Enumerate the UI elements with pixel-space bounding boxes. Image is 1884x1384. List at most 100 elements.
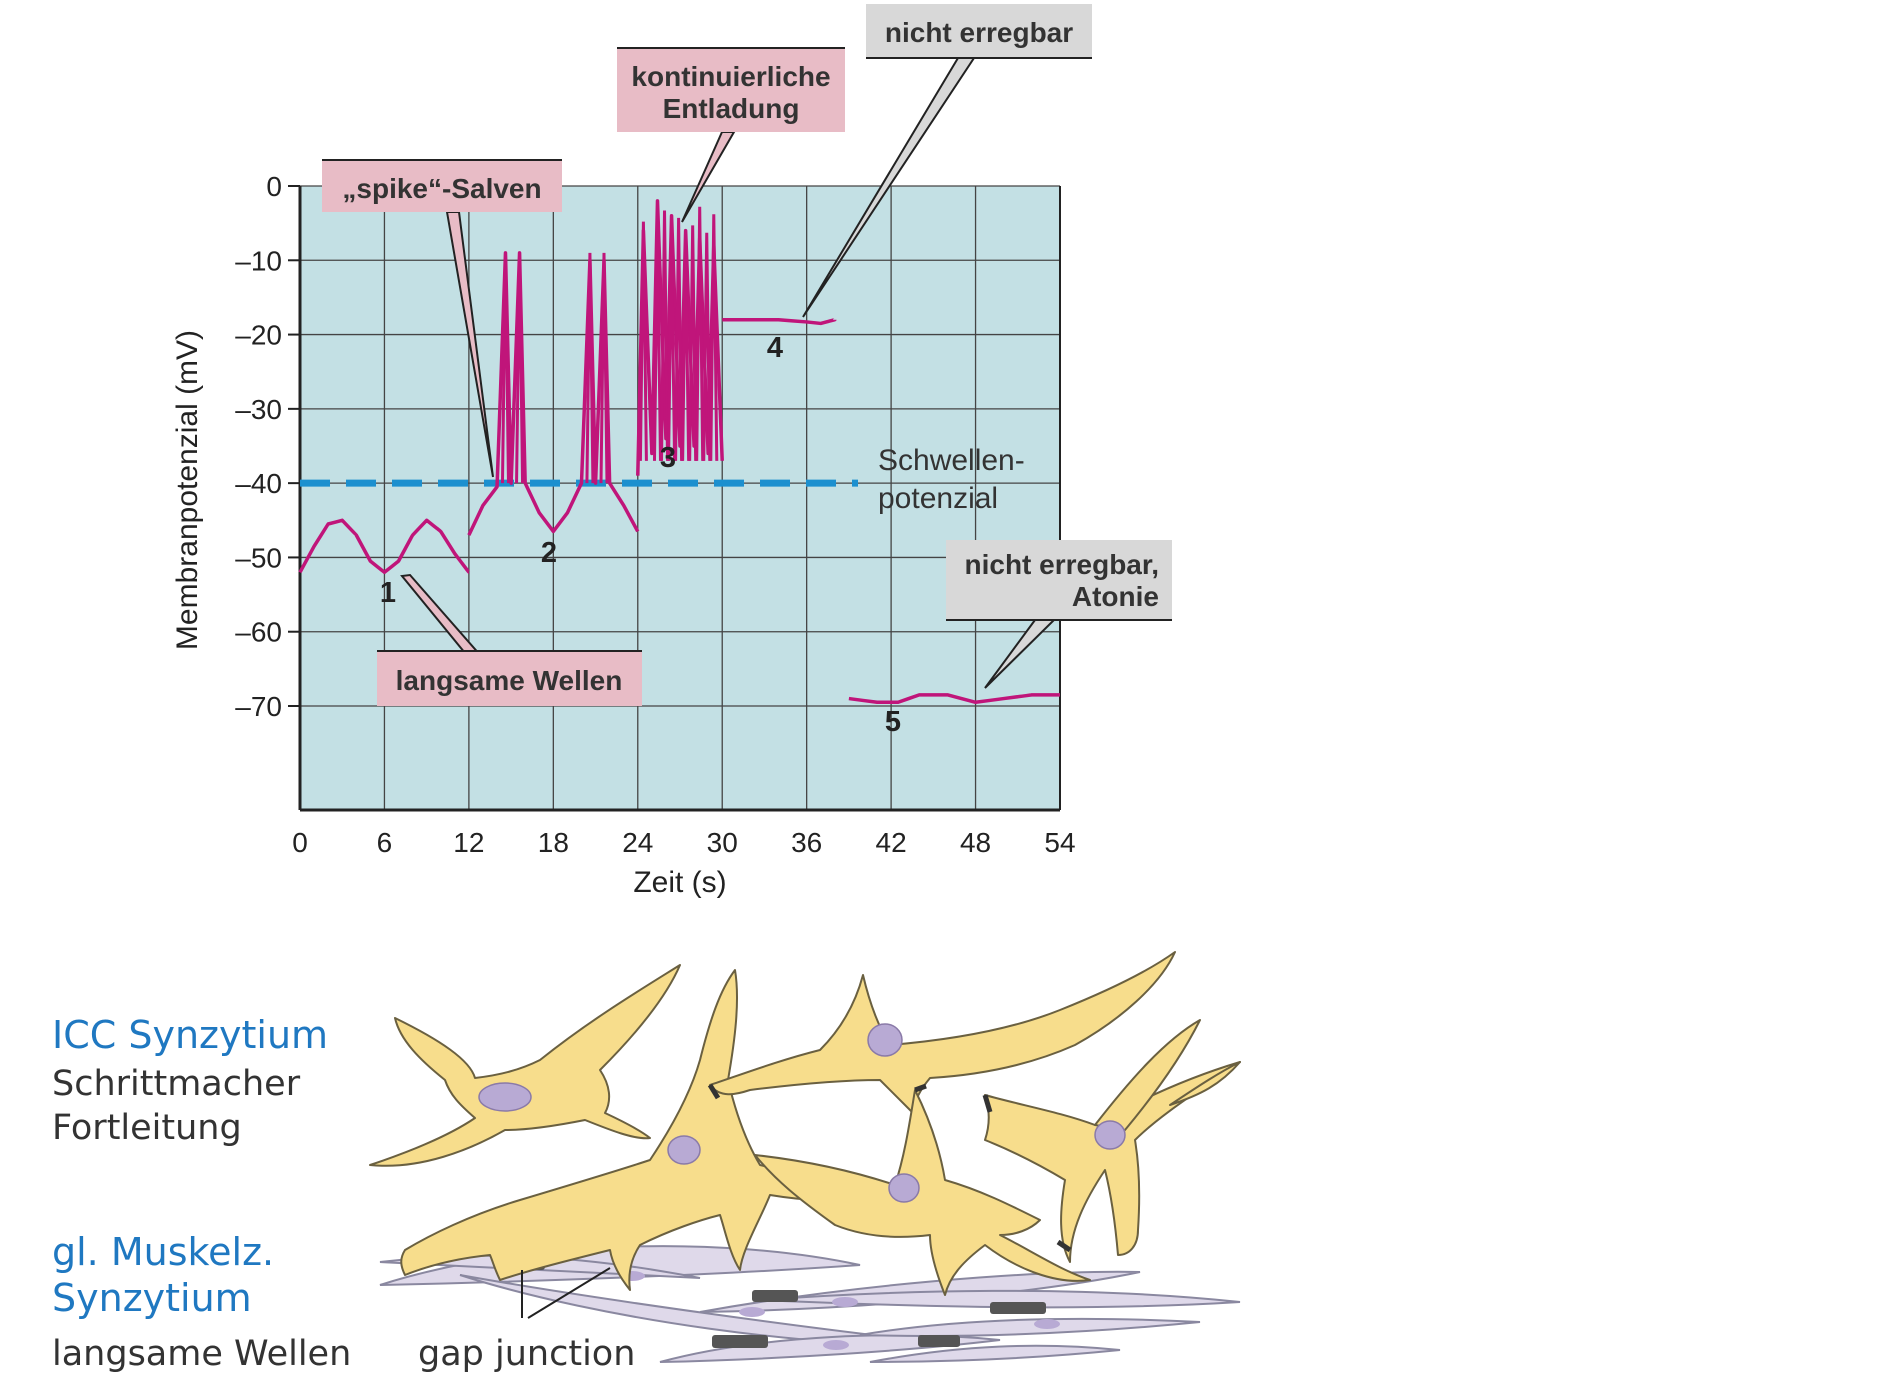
callout-nicht-erregbar: nicht erregbar xyxy=(866,4,1092,59)
smooth-muscle-nucleus xyxy=(823,1340,849,1350)
icc-function-conduction: Fortleitung xyxy=(52,1108,242,1148)
spike-3 xyxy=(709,214,719,461)
spike-3 xyxy=(652,229,662,461)
x-tick-label: 30 xyxy=(707,827,738,858)
x-tick-labels: 0 6 12 18 24 30 36 42 48 54 xyxy=(292,827,1075,858)
icc-nucleus xyxy=(478,1082,532,1112)
icc-nuclei xyxy=(478,1023,1126,1203)
x-tick-label: 0 xyxy=(292,827,308,858)
spike-3 xyxy=(695,206,705,461)
y-tick-label: 0 xyxy=(266,171,282,202)
series-label-4: 4 xyxy=(767,332,783,364)
spike-2 xyxy=(599,252,609,484)
callout-nicht-erregbar-text: nicht erregbar xyxy=(885,17,1073,48)
smooth-muscle-cell xyxy=(869,1344,1121,1363)
y-tick-label: –30 xyxy=(235,394,282,425)
y-tick-label: –10 xyxy=(235,245,282,276)
icc-cell xyxy=(984,1061,1241,1263)
spike-3 xyxy=(681,243,691,461)
threshold-label-line2: potenzial xyxy=(878,482,998,515)
spike-3 xyxy=(674,217,684,461)
y-tick-label: –50 xyxy=(235,542,282,573)
trace-1 xyxy=(298,518,471,575)
icc-contact xyxy=(914,1083,927,1093)
icc-cell xyxy=(709,951,1176,1113)
traces xyxy=(298,199,1062,705)
x-axis-label: Zeit (s) xyxy=(633,866,726,899)
smooth-muscle-cell xyxy=(859,1317,1201,1337)
x-tick-label: 42 xyxy=(876,827,907,858)
callout-kontinuierlich-line1: kontinuierliche xyxy=(631,61,830,92)
icc-function-pacemaker: Schrittmacher xyxy=(52,1064,301,1104)
series-label-2: 2 xyxy=(541,537,557,569)
smooth-muscle-title-line1: gl. Muskelz. xyxy=(52,1230,275,1274)
smooth-muscle-slow-waves: langsame Wellen xyxy=(52,1334,352,1374)
callout-kontinuierlich: kontinuierliche Entladung xyxy=(617,47,845,132)
callout-spike-salven: „spike“-Salven xyxy=(322,159,562,212)
callout-kontinuierlich-line2: Entladung xyxy=(663,93,800,124)
callout-spike-salven-text: „spike“-Salven xyxy=(342,173,541,204)
spike-2 xyxy=(515,252,525,484)
icc-syncytium-title: ICC Synzytium xyxy=(52,1013,329,1057)
callout-langsame-wellen-text: langsame Wellen xyxy=(396,665,623,696)
callout-langsame-wellen: langsame Wellen xyxy=(377,650,642,706)
membrane-potential-chart: 0–10–20–30–40–50–60–70 0 6 12 18 24 30 36 42 48 5… xyxy=(171,4,1172,899)
gap-junction-label: gap junction xyxy=(418,1334,636,1374)
x-tick-label: 12 xyxy=(453,827,484,858)
series-label-1: 1 xyxy=(380,577,396,609)
spike-3 xyxy=(688,225,698,461)
trace-4 xyxy=(722,317,836,326)
callout-atonie-line2: Atonie xyxy=(1072,581,1159,612)
smooth-muscle-nucleus xyxy=(1034,1319,1060,1329)
spike-3 xyxy=(667,236,677,461)
smooth-muscle-cell xyxy=(759,1289,1241,1309)
icc-contact xyxy=(1056,1239,1072,1253)
icc-nucleus xyxy=(1094,1120,1126,1150)
smooth-muscle-nucleus xyxy=(739,1307,765,1317)
spike-3 xyxy=(702,232,712,461)
trace-5 xyxy=(848,693,1062,705)
y-tick-label: –40 xyxy=(235,468,282,499)
gap-junction-mark xyxy=(990,1302,1046,1314)
icc-network xyxy=(369,951,1241,1296)
icc-nucleus xyxy=(888,1173,920,1203)
icc-contacts xyxy=(707,1083,1072,1253)
y-tick-label: –20 xyxy=(235,320,282,351)
threshold-label-line1: Schwellen- xyxy=(878,444,1025,477)
icc-nucleus xyxy=(867,1023,903,1057)
icc-cell xyxy=(369,964,681,1167)
series-label-3: 3 xyxy=(660,442,676,474)
cell-network-illustration xyxy=(369,951,1241,1363)
icc-arm xyxy=(1094,1019,1201,1131)
x-tick-label: 18 xyxy=(538,827,569,858)
icc-cell xyxy=(754,1089,1091,1296)
callout-atonie: nicht erregbar, Atonie xyxy=(946,540,1172,621)
series-label-5: 5 xyxy=(885,706,901,738)
smooth-muscle-title-line2: Synzytium xyxy=(52,1276,252,1320)
gap-junction-mark xyxy=(918,1335,960,1347)
callout-pointers xyxy=(400,57,1057,689)
gap-junction-mark xyxy=(752,1290,798,1302)
icc-cell xyxy=(400,969,881,1291)
icc-arm xyxy=(1169,1061,1241,1106)
y-tick-label: –60 xyxy=(235,617,282,648)
x-tick-label: 24 xyxy=(622,827,653,858)
spike-3 xyxy=(660,210,670,461)
callout-atonie-line1: nicht erregbar, xyxy=(964,549,1159,580)
gap-junction-pointer xyxy=(521,1267,611,1319)
x-tick-label: 36 xyxy=(791,827,822,858)
icc-contact xyxy=(707,1083,721,1100)
smooth-muscle-nucleus xyxy=(832,1297,858,1307)
gap-junctions xyxy=(505,1258,1046,1348)
icc-nucleus xyxy=(667,1135,701,1165)
x-tick-label: 6 xyxy=(377,827,393,858)
gap-junction-mark xyxy=(712,1335,768,1348)
y-tick-labels: 0 –10 –20 –30 –40 –50 –60 –70 xyxy=(235,171,300,722)
spike-3 xyxy=(638,221,648,461)
spike-2 xyxy=(500,252,510,484)
spike-2 xyxy=(585,252,595,484)
y-axis-label: Membranpotenzial (mV) xyxy=(171,330,204,650)
x-tick-label: 54 xyxy=(1044,827,1075,858)
icc-contact xyxy=(982,1094,993,1113)
